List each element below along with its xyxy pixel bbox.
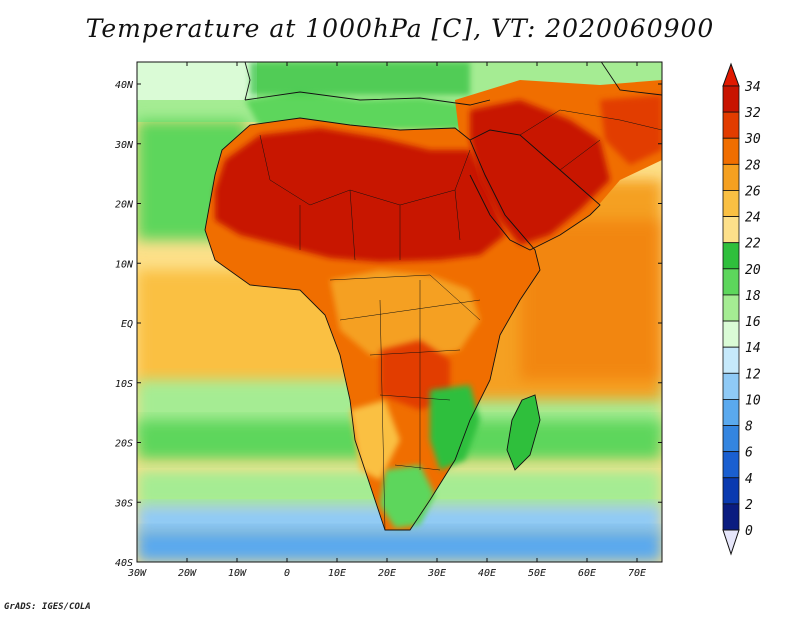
- colorbar-segment: [722, 268, 740, 296]
- colorbar-label: 22: [745, 237, 761, 252]
- x-tick-label: 30W: [127, 568, 147, 579]
- x-tick-label: 50E: [528, 568, 546, 579]
- colorbar-segment: [722, 477, 740, 505]
- colorbar-label: 30: [744, 132, 761, 147]
- x-tick-label: 20E: [378, 568, 396, 579]
- credit-label: GrADS: IGES/COLA: [4, 602, 91, 612]
- colorbar-label: 32: [744, 106, 761, 121]
- y-tick-label: 30N: [114, 140, 134, 151]
- map-frame: [136, 61, 663, 563]
- y-tick-label: 20N: [115, 200, 134, 211]
- longitude-axis: 30W 20W 10W 0 10E 20E 30E 40E 50E 60E 70E: [127, 62, 646, 579]
- y-tick-label: 30S: [114, 498, 133, 509]
- colorbar-label: 20: [745, 263, 761, 278]
- colorbar-label: 0: [745, 524, 753, 539]
- x-tick-label: 10W: [228, 568, 247, 579]
- colorbar-segment: [722, 425, 740, 453]
- mozambique-cool: [430, 385, 480, 470]
- colorbar-label: 24: [745, 211, 761, 226]
- northwest-cool-band: [137, 62, 257, 100]
- colorbar-segment: [722, 346, 740, 374]
- y-tick-label: 40N: [115, 80, 134, 91]
- sahara-hot-core: [215, 128, 505, 262]
- colorbar-segment: [722, 242, 740, 270]
- x-tick-label: 0: [284, 568, 290, 579]
- arabia-hot-core: [470, 100, 610, 245]
- colorbar-label: 10: [745, 393, 761, 408]
- x-tick-label: 60E: [578, 568, 596, 579]
- colorbar-segment: [722, 451, 740, 479]
- colorbar-segment: [722, 503, 740, 531]
- colorbar-label: 16: [745, 315, 761, 330]
- colorbar-label: 28: [745, 158, 761, 173]
- colorbar-label: 18: [745, 289, 761, 304]
- x-tick-label: 30E: [427, 568, 446, 579]
- y-tick-label: 10N: [115, 259, 134, 270]
- colorbar-segment: [722, 216, 740, 244]
- x-tick-label: 70E: [628, 568, 646, 579]
- colorbar-top-arrow: [722, 62, 740, 87]
- iran-warm: [600, 95, 662, 165]
- arabian-sea-warm: [520, 220, 662, 380]
- country-borders: [259, 109, 662, 531]
- colorbar-bottom-arrow: [722, 529, 740, 556]
- y-tick-label: 10S: [115, 379, 133, 390]
- colorbar-label: 2: [745, 498, 753, 513]
- y-tick-label: EQ: [121, 319, 133, 330]
- namibia-field: [350, 400, 400, 480]
- temperature-field: [137, 62, 662, 562]
- colorbar-segment: [722, 190, 740, 217]
- x-tick-label: 40E: [478, 568, 496, 579]
- colorbar-label: 8: [745, 420, 753, 435]
- coastlines: [204, 62, 662, 531]
- colorbar-label: 6: [745, 446, 753, 461]
- colorbar-label: 4: [745, 472, 753, 487]
- colorbar-segment: [722, 294, 740, 322]
- y-tick-label: 40S: [115, 558, 133, 569]
- colorbar-label: 12: [745, 367, 761, 382]
- colorbar-segment: [722, 399, 740, 426]
- x-tick-label: 10E: [328, 568, 346, 579]
- colorbar-label: 26: [745, 184, 761, 199]
- south-africa-cool: [380, 465, 435, 528]
- x-tick-label: 20W: [178, 568, 197, 579]
- colorbar-segment: [722, 85, 740, 113]
- chart-title: Temperature at 1000hPa [C], VT: 20200609…: [85, 14, 715, 43]
- colorbar-segment: [722, 163, 740, 191]
- y-tick-label: 20S: [115, 439, 133, 450]
- colorbar-segment: [722, 137, 740, 165]
- europe-field: [250, 62, 470, 95]
- colorbar-segment: [722, 111, 740, 139]
- colorbar-label: 14: [745, 341, 761, 356]
- southern-ocean-cold: [137, 530, 662, 562]
- colorbar-segment: [722, 320, 740, 348]
- colorbar-segment: [722, 372, 740, 400]
- latitude-axis: 40N 30N 20N 10N EQ 10S 20S 30S 40S: [114, 80, 662, 569]
- congo-basin: [330, 270, 480, 360]
- colorbar-label: 34: [744, 80, 761, 95]
